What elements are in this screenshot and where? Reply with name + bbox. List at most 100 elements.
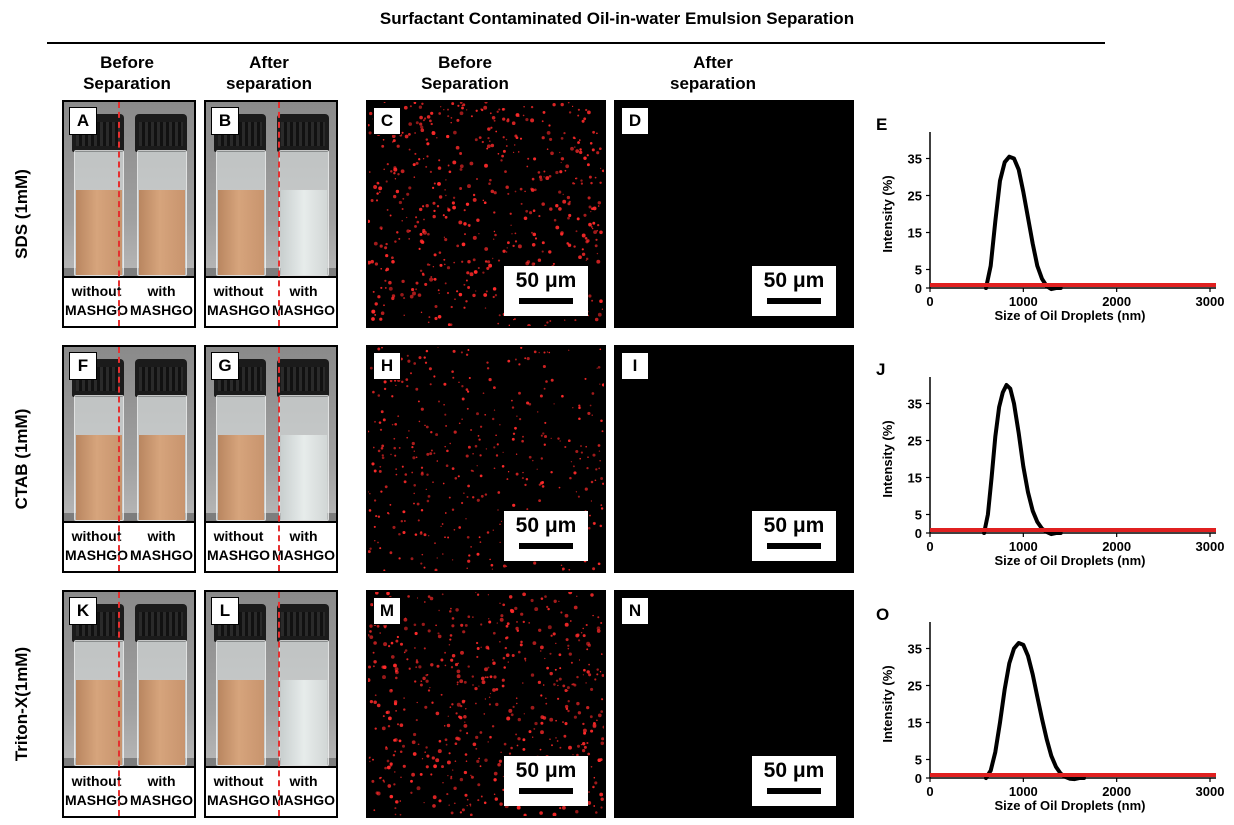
- y-tick-label: 25: [908, 434, 922, 449]
- oil-droplets: [368, 102, 604, 326]
- scale-bar-label: 50 μm: [763, 759, 825, 782]
- y-tick-label: 0: [915, 526, 922, 541]
- droplet-size-chart: J 0 5 15 25 35 0 1000 2000 3000 Size of Oil Drople…: [868, 335, 1228, 575]
- y-tick-label: 35: [908, 397, 922, 412]
- chart-svg: J 0 5 15 25 35 0 1000 2000 3000 Size of Oil Drople…: [876, 360, 1225, 568]
- dashed-divider: [118, 592, 120, 816]
- photo-after-panel: without MASHGO with MASHGO G: [204, 345, 338, 573]
- y-tick-label: 25: [908, 189, 922, 204]
- dashed-divider: [278, 347, 280, 571]
- scale-bar: 50 μm: [504, 756, 588, 806]
- y-axis-label: Intensity (%): [880, 175, 895, 252]
- scale-bar: 50 μm: [752, 756, 836, 806]
- y-tick-label: 25: [908, 679, 922, 694]
- scale-bar: 50 μm: [504, 266, 588, 316]
- y-tick-label: 15: [908, 226, 922, 241]
- x-tick-label: 0: [926, 784, 933, 799]
- figure-title: Surfactant Contaminated Oil-in-water Emu…: [379, 9, 855, 28]
- micrograph-before-panel: M 50 μm: [366, 590, 606, 818]
- micrograph-before-panel: H 50 μm: [366, 345, 606, 573]
- x-tick-label: 1000: [1009, 539, 1038, 554]
- x-axis-label: Size of Oil Droplets (nm): [995, 553, 1146, 568]
- scale-bar-label: 50 μm: [763, 269, 825, 292]
- caption-without-mashgo: without MASHGO: [207, 773, 270, 808]
- x-tick-label: 2000: [1102, 784, 1131, 799]
- scale-bar-line: [519, 543, 573, 549]
- caption-without-mashgo: without MASHGO: [207, 528, 270, 563]
- caption-without-mashgo: without MASHGO: [207, 283, 270, 318]
- photo-before-panel: without MASHGO with MASHGO A: [62, 100, 196, 328]
- intensity-curve: [982, 383, 1063, 537]
- row-label: Triton-X(1mM): [12, 646, 31, 762]
- panel-letter: D: [621, 107, 649, 135]
- y-tick-label: 15: [908, 716, 922, 731]
- x-tick-label: 3000: [1196, 294, 1225, 309]
- column-header-micro-after: After separation: [670, 53, 756, 93]
- scale-bar-line: [519, 298, 573, 304]
- caption-with-mashgo: with MASHGO: [272, 528, 335, 563]
- y-axis-label: Intensity (%): [880, 420, 895, 497]
- panel-letter: A: [69, 107, 97, 135]
- scale-bar-line: [767, 298, 821, 304]
- vial-caption: without MASHGO with MASHGO: [206, 276, 336, 326]
- droplet-size-chart: E 0 5 15 25 35 0 1000 2000 3000 Size of Oil Drople…: [868, 90, 1228, 330]
- panel-letter: G: [211, 352, 239, 380]
- scale-bar-line: [519, 788, 573, 794]
- x-tick-label: 3000: [1196, 539, 1225, 554]
- x-tick-label: 1000: [1009, 784, 1038, 799]
- micrograph-before-panel: C 50 μm: [366, 100, 606, 328]
- panel-letter: M: [373, 597, 401, 625]
- scale-bar-line: [767, 788, 821, 794]
- chart-svg: E 0 5 15 25 35 0 1000 2000 3000 Size of Oil Drople…: [876, 115, 1225, 323]
- caption-without-mashgo: without MASHGO: [65, 283, 128, 318]
- vial-caption: without MASHGO with MASHGO: [64, 521, 194, 571]
- intensity-curve: [984, 154, 1063, 292]
- x-tick-label: 1000: [1009, 294, 1038, 309]
- x-axis-label: Size of Oil Droplets (nm): [995, 308, 1146, 323]
- photo-after-panel: without MASHGO with MASHGO L: [204, 590, 338, 818]
- column-header-micro-before: Before Separation: [421, 53, 509, 93]
- chart-svg: O 0 5 15 25 35 0 1000 2000 3000 Size of Oil Drople…: [876, 605, 1224, 813]
- caption-without-mashgo: without MASHGO: [65, 528, 128, 563]
- dashed-divider: [118, 347, 120, 571]
- y-tick-label: 5: [915, 508, 922, 523]
- scale-bar-label: 50 μm: [763, 514, 825, 537]
- y-tick-label: 0: [915, 281, 922, 296]
- scale-bar-label: 50 μm: [515, 759, 577, 782]
- panel-letter: I: [621, 352, 649, 380]
- column-header-photo-before: Before Separation: [83, 53, 171, 93]
- vial-caption: without MASHGO with MASHGO: [206, 766, 336, 816]
- panel-letter: B: [211, 107, 239, 135]
- panel-letter: L: [211, 597, 239, 625]
- panel-letter: N: [621, 597, 649, 625]
- intensity-curve: [984, 641, 1086, 782]
- droplet-size-chart: O 0 5 15 25 35 0 1000 2000 3000 Size of Oil Drople…: [868, 580, 1228, 820]
- caption-with-mashgo: with MASHGO: [130, 528, 193, 563]
- dashed-divider: [278, 592, 280, 816]
- panel-letter: K: [69, 597, 97, 625]
- scale-bar-label: 50 μm: [515, 514, 577, 537]
- micrograph-after-panel: N 50 μm: [614, 590, 854, 818]
- scale-bar-line: [767, 543, 821, 549]
- photo-after-panel: without MASHGO with MASHGO B: [204, 100, 338, 328]
- y-tick-label: 15: [908, 471, 922, 486]
- y-tick-label: 5: [915, 263, 922, 278]
- row-label: CTAB (1mM): [12, 408, 31, 510]
- caption-with-mashgo: with MASHGO: [130, 773, 193, 808]
- photo-before-panel: without MASHGO with MASHGO K: [62, 590, 196, 818]
- scale-bar: 50 μm: [504, 511, 588, 561]
- panel-letter: O: [876, 605, 889, 624]
- vial-caption: without MASHGO with MASHGO: [64, 766, 194, 816]
- y-tick-label: 35: [908, 152, 922, 167]
- y-tick-label: 5: [915, 753, 922, 768]
- micrograph-after-panel: D 50 μm: [614, 100, 854, 328]
- scale-bar-label: 50 μm: [515, 269, 577, 292]
- dashed-divider: [278, 102, 280, 326]
- panel-letter: E: [876, 115, 887, 134]
- x-axis-label: Size of Oil Droplets (nm): [995, 798, 1146, 813]
- vial-caption: without MASHGO with MASHGO: [206, 521, 336, 571]
- photo-before-panel: without MASHGO with MASHGO F: [62, 345, 196, 573]
- caption-without-mashgo: without MASHGO: [65, 773, 128, 808]
- panel-letter: J: [876, 360, 885, 379]
- scale-bar: 50 μm: [752, 266, 836, 316]
